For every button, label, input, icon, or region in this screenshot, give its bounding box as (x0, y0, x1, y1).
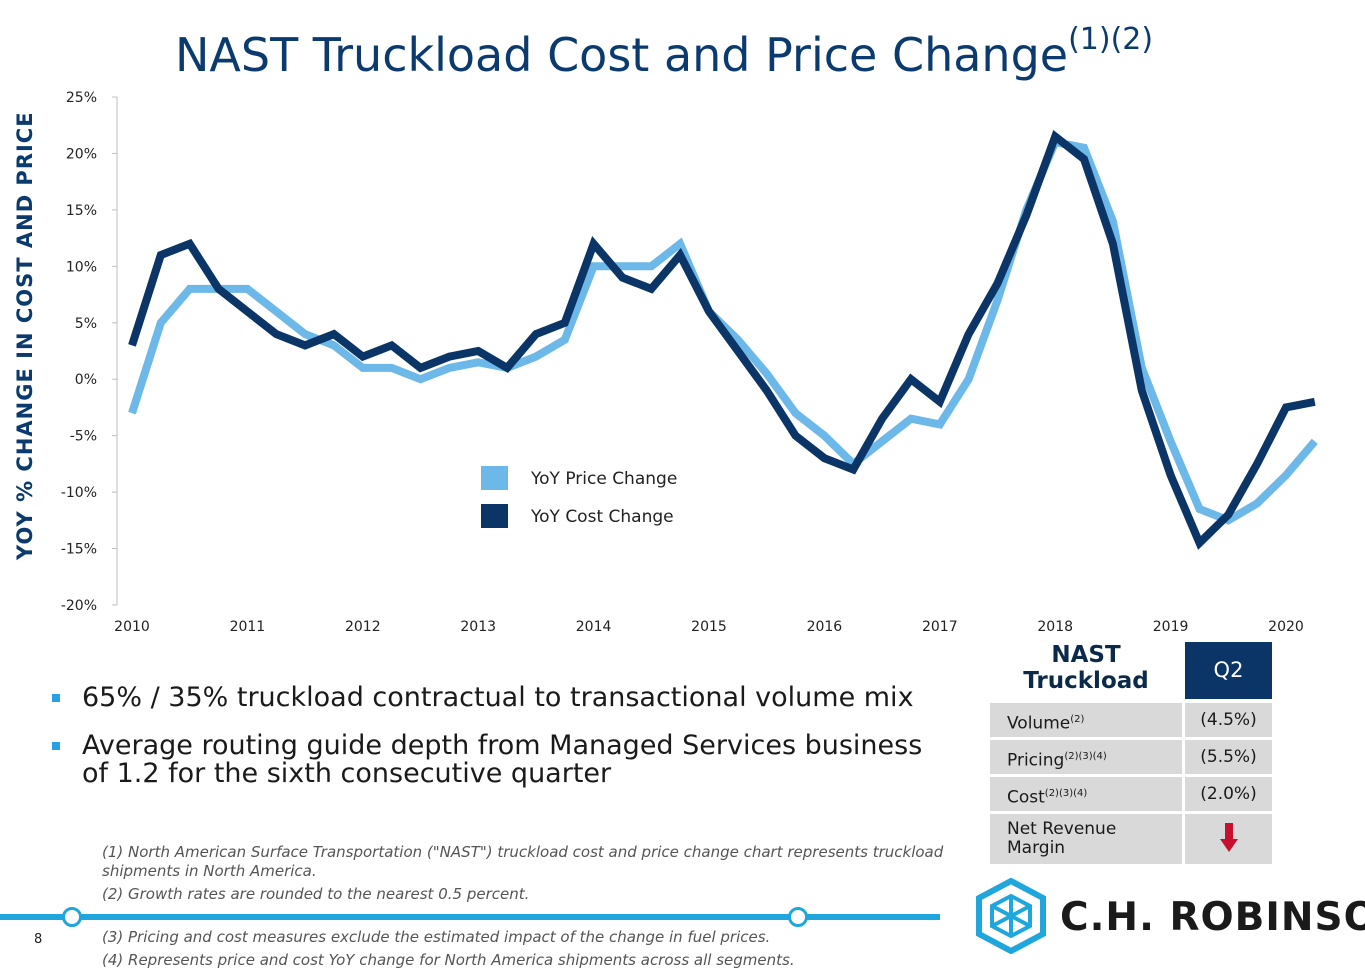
x-tick-label: 2010 (114, 619, 150, 635)
row-label: Net Revenue Margin (990, 814, 1182, 864)
title-superscript: (1)(2) (1068, 22, 1154, 57)
table-row: Volume(2) (4.5%) (990, 703, 1272, 737)
row-label: Pricing(2)(3)(4) (990, 740, 1182, 774)
legend-swatch (481, 466, 508, 490)
bullet-marker (52, 694, 60, 702)
chrobinson-logo-icon (976, 878, 1046, 954)
table-row: Cost(2)(3)(4) (2.0%) (990, 777, 1272, 811)
table-row: Net Revenue Margin (990, 814, 1272, 864)
bullet-item: Average routing guide depth from Managed… (52, 732, 952, 788)
period-badge: Q2 (1185, 642, 1272, 699)
y-tick-label: -10% (61, 485, 97, 501)
x-tick-label: 2014 (576, 619, 612, 635)
x-tick-label: 2020 (1268, 619, 1304, 635)
line-chart: -20% -15% -10% -5% 0% 5% 10% 15% 20% 25% 2010 2011 2… (61, 90, 1318, 635)
table-header: NAST Truckload Q2 (990, 642, 1272, 700)
x-tick-label: 2015 (691, 619, 727, 635)
row-value (1185, 814, 1272, 864)
y-tick-label: -20% (61, 598, 97, 614)
footnote: (2) Growth rates are rounded to the near… (102, 885, 530, 903)
y-tick-label: 20% (66, 146, 97, 162)
footnotes: (1) North American Surface Transportatio… (102, 843, 952, 908)
page-number: 8 (34, 932, 43, 947)
bullet-marker (52, 742, 60, 750)
y-tick-label: 25% (66, 90, 97, 106)
y-tick-label: 5% (75, 316, 97, 332)
footnote: (1) North American Surface Transportatio… (102, 843, 944, 880)
title-text: NAST Truckload Cost and Price Change (175, 28, 1069, 82)
row-value: (4.5%) (1185, 703, 1272, 737)
bullet-list: 65% / 35% truckload contractual to trans… (52, 684, 952, 808)
x-tick-label: 2016 (807, 619, 843, 635)
y-tick-label: 0% (75, 372, 97, 388)
footnotes-bottom: (3) Pricing and cost measures exclude th… (102, 928, 952, 974)
down-arrow-icon (1219, 823, 1238, 852)
timeline-node (62, 907, 82, 927)
x-tick-label: 2013 (460, 619, 496, 635)
page-title: NAST Truckload Cost and Price Change(1)(… (175, 22, 1153, 82)
row-label: Cost(2)(3)(4) (990, 777, 1182, 811)
row-label: Volume(2) (990, 703, 1182, 737)
table-row: Pricing(2)(3)(4) (5.5%) (990, 740, 1272, 774)
x-tick-label: 2018 (1037, 619, 1073, 635)
y-tick-label: -15% (61, 542, 97, 558)
x-tick-label: 2011 (230, 619, 266, 635)
cost-change-line (128, 129, 1316, 550)
x-tick-label: 2017 (922, 619, 958, 635)
footnote: (3) Pricing and cost measures exclude th… (102, 928, 771, 946)
y-tick-label: 10% (66, 259, 97, 275)
row-value: (2.0%) (1185, 777, 1272, 811)
divider-line (0, 914, 940, 920)
legend-label: YoY Cost Change (530, 507, 674, 527)
summary-table: NAST Truckload Q2 Volume(2) (4.5%) Pricin… (990, 642, 1272, 864)
timeline-node (788, 907, 808, 927)
legend-label: YoY Price Change (530, 469, 677, 489)
legend-swatch (481, 504, 508, 528)
row-value: (5.5%) (1185, 740, 1272, 774)
x-tick-label: 2019 (1153, 619, 1189, 635)
y-tick-label: 15% (66, 203, 97, 219)
segment-name: NAST Truckload (1023, 642, 1149, 694)
footnote: (4) Represents price and cost YoY change… (102, 951, 795, 969)
brand-name: C.H. ROBINSON (1060, 895, 1365, 940)
y-tick-label: -5% (70, 429, 97, 445)
x-tick-label: 2012 (345, 619, 381, 635)
bullet-item: 65% / 35% truckload contractual to trans… (52, 684, 952, 712)
